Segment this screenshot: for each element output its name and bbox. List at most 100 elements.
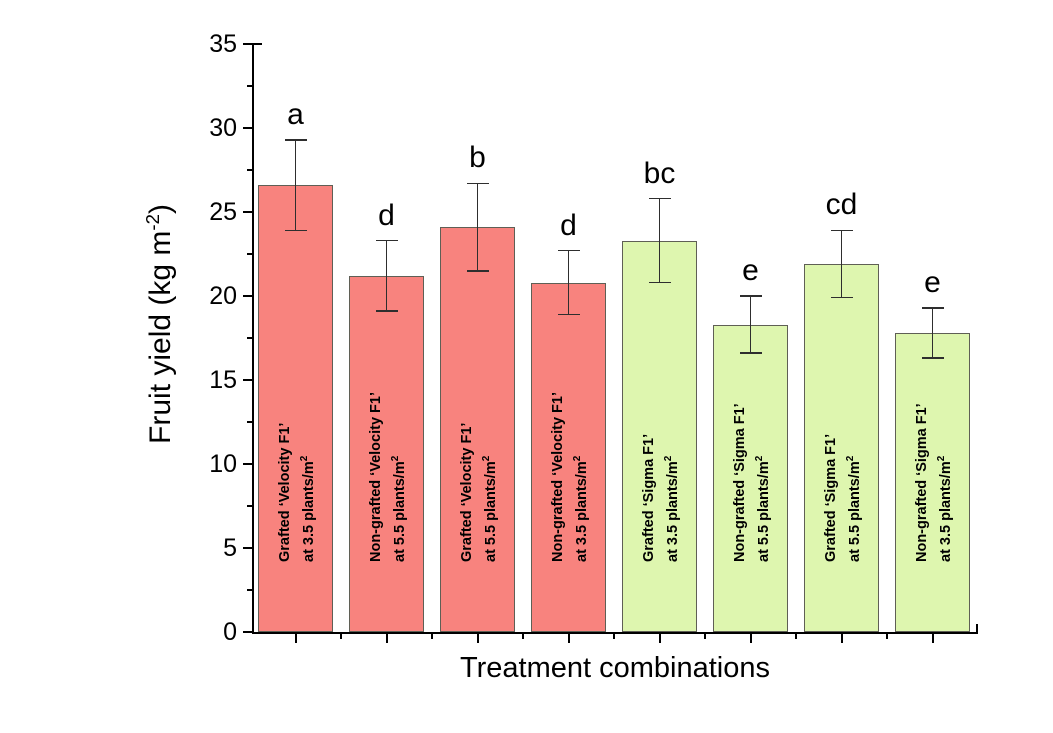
y-axis-tick-label: 5 [223,534,237,562]
x-axis-end-stub [976,624,978,634]
y-axis-minor-tick [247,169,252,171]
bar-1 [258,185,333,632]
bar-label-line1: Non-grafted ‘Velocity F1’ [550,392,566,562]
y-axis-major-tick [243,463,252,465]
x-axis-major-tick [294,634,297,643]
y-axis-minor-tick [247,85,252,87]
error-bar-cap-top [375,239,398,242]
y-axis-major-tick [243,43,252,45]
significance-letter: bc [643,156,676,190]
bar-label-line2: at 3.5 plants/m2 [299,455,317,562]
x-axis-major-tick [476,634,479,643]
error-bar-cap-bottom [284,229,307,232]
bar-label: Grafted ‘Velocity F1’ at 3.5 plants/m2 [275,142,319,562]
x-axis-major-tick [840,634,843,643]
error-bar-line [476,183,479,271]
x-axis-minor-tick [795,634,797,639]
error-bar-cap-top [466,182,489,185]
bar-label-line2: at 5.5 plants/m2 [481,455,499,562]
bar-label-line2: at 5.5 plants/m2 [754,455,772,562]
y-axis-tick-label: 25 [209,198,237,226]
bar-label-line2: at 5.5 plants/m2 [845,455,863,562]
bar-label-line1: Non-grafted ‘Sigma F1’ [914,403,930,562]
x-axis-minor-tick [522,634,524,639]
y-axis-major-tick [243,379,252,381]
error-bar-cap-bottom [466,270,489,272]
bar-label-superscript: 2 [936,455,947,462]
error-bar-cap-top [739,295,762,297]
bar-label-line1: Grafted ‘Sigma F1’ [823,433,839,562]
x-axis-line [252,632,978,634]
bar-label-line2: at 3.5 plants/m2 [572,455,590,562]
y-axis-major-tick [243,295,252,297]
y-axis-tick-label: 0 [223,618,237,646]
error-bar-cap-bottom [375,310,398,312]
x-axis-minor-tick [340,634,342,639]
bar-2 [349,275,424,632]
bar-label-superscript: 2 [572,455,583,462]
x-axis-major-tick [567,634,570,643]
error-bar-cap-bottom [557,313,580,316]
x-axis-major-tick [931,634,934,643]
y-axis-major-tick [243,127,252,129]
x-axis-major-tick [658,634,661,643]
x-axis-title: Treatment combinations [459,652,770,684]
y-axis-major-tick [243,211,252,213]
bar-label-line1: Grafted ‘Sigma F1’ [641,433,657,562]
bar-label: Non-grafted ‘Sigma F1’ at 3.5 plants/m2 [912,142,956,562]
bar-label-superscript: 2 [754,455,765,462]
error-bar-line [294,139,297,231]
bar-label-line1: Grafted ‘Velocity F1’ [459,422,475,562]
bar-label-superscript: 2 [390,455,401,462]
error-bar-cap-bottom [921,357,944,359]
error-bar-line [658,198,661,283]
bar-6 [713,324,788,632]
y-axis-major-tick [243,547,252,549]
y-axis-minor-tick [247,337,252,339]
significance-letter: d [378,198,395,232]
x-axis-minor-tick [704,634,706,639]
x-axis-minor-tick [886,634,888,639]
bar-label-superscript: 2 [481,455,492,462]
bar-label-line1: Grafted ‘Velocity F1’ [277,422,293,562]
y-axis-minor-tick [247,253,252,255]
error-bar-line [567,250,570,315]
error-bar-line [840,230,843,298]
error-bar-line [931,307,934,359]
bar-label: Grafted ‘Sigma F1’ at 5.5 plants/m2 [821,142,865,562]
y-axis-minor-tick [247,505,252,507]
y-axis-minor-tick [247,589,252,591]
bar-label-line1: Non-grafted ‘Sigma F1’ [732,403,748,562]
y-axis-major-tick [243,631,252,633]
bar-7 [804,264,879,632]
y-axis-tick-label: 30 [209,114,237,142]
error-bar-cap-top [557,249,580,252]
significance-letter: a [287,97,304,131]
bar-4 [531,282,606,632]
error-bar-cap-bottom [739,352,762,354]
error-bar-line [749,296,752,354]
bar-label: Non-grafted ‘Velocity F1’ at 5.5 plants/m… [366,142,410,562]
bar-label: Grafted ‘Velocity F1’ at 5.5 plants/m2 [457,142,501,562]
error-bar-cap-top [648,197,671,200]
error-bar-cap-top [284,139,307,141]
y-axis-title-text: Fruit yield (kg m [144,230,177,444]
bar-5 [622,240,697,632]
bar-label: Non-grafted ‘Sigma F1’ at 5.5 plants/m2 [730,142,774,562]
significance-letter: cd [825,188,858,222]
bar-label-line2: at 3.5 plants/m2 [663,455,681,562]
y-axis-title: Fruit yield (kg m-2) [142,204,178,444]
x-axis-minor-tick [431,634,433,639]
bar-label: Grafted ‘Sigma F1’ at 3.5 plants/m2 [639,142,683,562]
bar-label: Non-grafted ‘Velocity F1’ at 3.5 plants/m… [548,142,592,562]
error-bar-cap-top [921,307,944,309]
bar-label-superscript: 2 [299,455,310,462]
x-axis-major-tick [749,634,752,643]
y-axis-tick-label: 15 [209,366,237,394]
bar-label-line1: Non-grafted ‘Velocity F1’ [368,392,384,562]
y-axis-tick-label: 20 [209,282,237,310]
y-axis-end-stub [252,43,262,45]
bar-label-line2: at 5.5 plants/m2 [390,455,408,562]
error-bar-cap-bottom [830,296,853,299]
